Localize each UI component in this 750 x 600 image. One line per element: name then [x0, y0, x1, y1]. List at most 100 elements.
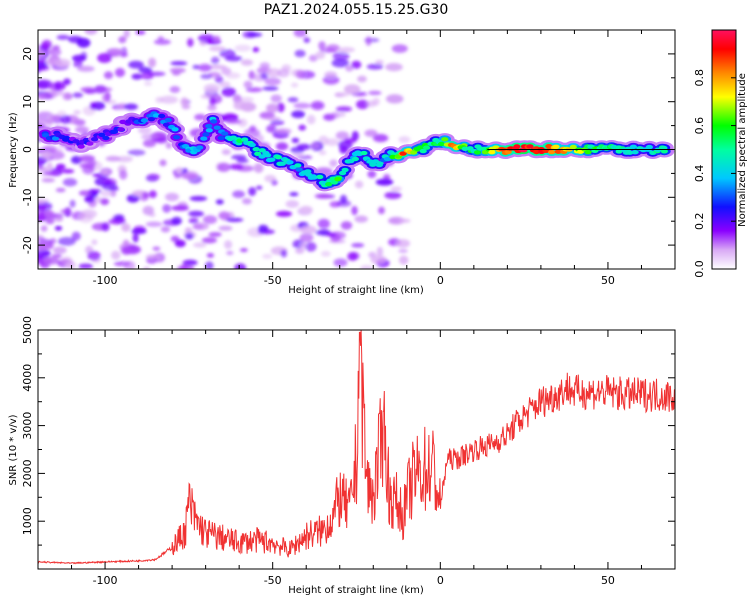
spectrogram-noise-blob: [378, 206, 385, 215]
spectrogram-noise-blob: [188, 217, 199, 224]
spectrogram-noise-blob: [182, 259, 198, 266]
spectrogram-y-ticks: -20 -10 0 10 20: [21, 29, 675, 270]
spectrogram-noise-blob: [354, 215, 368, 223]
spectrogram-noise-blob: [38, 248, 51, 259]
spectrogram-ridge-blob: [254, 151, 262, 156]
spectrogram-noise-blob: [240, 59, 254, 66]
spectrogram-noise-blob: [41, 178, 55, 183]
spectrogram-noise-blob: [123, 103, 138, 111]
spectrogram-noise-blob: [88, 188, 102, 194]
spectrogram-noise-blob: [51, 253, 62, 259]
spectrogram-noise-blob: [131, 73, 143, 80]
spectrogram-noise-blob: [38, 199, 46, 205]
spectrogram-ridge-blob: [334, 177, 342, 182]
spectrogram-noise-blob: [105, 155, 121, 162]
spectrogram-noise-blob: [160, 95, 178, 104]
spectrogram-noise-blob: [170, 61, 188, 66]
spectrogram-noise-blob: [60, 115, 71, 124]
spectrogram-noise-blob: [270, 94, 282, 103]
spectrogram-noise-blob: [101, 169, 110, 176]
spectrogram-noise-blob: [76, 37, 91, 48]
spectrogram-ridge-blob: [278, 161, 286, 166]
spectrogram-noise-blob: [335, 131, 350, 140]
spectrogram-ridge-blob: [77, 144, 85, 149]
spectrogram-noise-blob: [298, 124, 307, 131]
spectrogram-noise-blob: [368, 90, 382, 96]
spectrogram-noise-blob: [333, 258, 348, 267]
spectrogram-ridge-blob: [304, 169, 312, 174]
spectrogram-noise-blob: [256, 185, 263, 190]
spectrogram-noise-blob: [385, 63, 403, 72]
spectrogram-noise-blob: [243, 80, 253, 89]
spectrogram-noise-blob: [225, 217, 244, 222]
spectrogram-noise-blob: [224, 240, 233, 250]
spectrogram-noise-blob: [100, 190, 113, 197]
spectrogram-ridge-blob: [102, 135, 110, 141]
spectrogram-noise-blob: [201, 237, 217, 244]
spectrogram-noise-blob: [78, 190, 92, 197]
spectrogram-ridge-blob: [117, 127, 125, 132]
colorbar-frame: [711, 29, 737, 270]
spectrogram-noise-blob: [343, 84, 361, 95]
spectrogram-noise-blob: [310, 101, 325, 110]
y-tick-label: 3000: [21, 412, 34, 440]
x-tick-label: -50: [264, 274, 282, 287]
spectrogram-ridge-blob: [416, 145, 424, 150]
spectrogram-noise-blob: [54, 81, 66, 90]
spectrogram-noise-blob: [213, 35, 221, 43]
spectrogram-ridge-blob: [213, 125, 221, 130]
spectrogram-noise-blob: [202, 215, 218, 225]
spectrogram-noise-blob: [384, 191, 402, 200]
spectrogram-ridge-blob: [423, 145, 431, 150]
spectrogram-noise-blob: [48, 48, 62, 56]
colorbar-tick-label: 0.4: [693, 165, 706, 183]
snr-y-ticks: 1000 2000 3000 4000 5000: [21, 316, 675, 570]
spectrogram-noise-blob: [100, 198, 110, 206]
spectrogram-noise-blob: [275, 210, 293, 217]
spectrogram-noise-blob: [181, 172, 198, 180]
spectrogram-ridge-blob: [626, 150, 634, 155]
spectrogram-noise-blob: [171, 216, 182, 225]
spectrogram-noise-blob: [331, 58, 349, 68]
y-tick-label: 4000: [21, 364, 34, 392]
spectrogram-noise-blob: [320, 250, 331, 257]
spectrogram-noise-blob: [390, 186, 402, 192]
spectrogram-noise-blob: [385, 94, 404, 104]
spectrogram-noise-blob: [74, 126, 90, 134]
spectrogram-noise-blob: [357, 75, 367, 83]
spectrogram-noise-blob: [78, 154, 96, 163]
spectrogram-noise-blob: [398, 136, 411, 144]
spectrogram-noise-blob: [119, 170, 128, 180]
spectrogram-noise-blob: [221, 67, 232, 75]
spectrogram-noise-blob: [60, 209, 72, 214]
spectrogram-noise-blob: [299, 233, 314, 243]
spectrogram-noise-blob: [131, 228, 147, 235]
spectrogram-noise-blob: [293, 30, 307, 38]
spectrogram-ridge-blob: [660, 149, 669, 154]
spectrogram-ridge-blob: [295, 167, 303, 172]
spectrogram-noise-blob: [329, 159, 338, 168]
colorbar-tick-label: 0.8: [693, 69, 706, 87]
spectrogram-ridge-blob: [310, 175, 318, 180]
spectrogram-noise-blob: [225, 119, 243, 124]
snr-x-ticks: -100 -50 0 50: [37, 330, 676, 587]
spectrogram-noise-blob: [315, 229, 330, 236]
spectrogram-noise-blob: [276, 102, 285, 113]
spectrogram-noise-blob: [332, 51, 350, 61]
spectrogram-noise-blob: [114, 67, 126, 78]
y-tick-label: 5000: [21, 316, 34, 344]
spectrogram-noise-blob: [337, 140, 353, 150]
spectrogram-ridge-blob: [645, 144, 654, 150]
spectrogram-noise-blob: [398, 255, 409, 265]
spectrogram-noise-blob: [152, 246, 161, 251]
spectrogram-noise-blob: [295, 69, 306, 79]
spectrogram-ridge-blob: [147, 117, 155, 122]
spectrogram-noise-blob: [41, 150, 52, 159]
spectrogram-noise-blob: [118, 36, 127, 44]
spectrogram-noise-blob: [296, 143, 311, 150]
spectrogram-noise-blob: [79, 162, 96, 169]
spectrogram-noise-blob: [211, 56, 220, 65]
spectrogram-ridge-blob: [552, 144, 560, 149]
spectrogram-noise-blob: [351, 243, 365, 248]
colorbar-label: Normalized spectral amplitude: [737, 73, 748, 227]
